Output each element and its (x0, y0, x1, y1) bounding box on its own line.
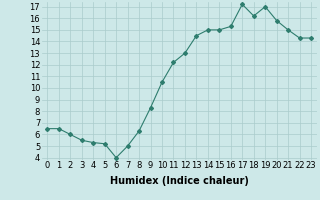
X-axis label: Humidex (Indice chaleur): Humidex (Indice chaleur) (110, 176, 249, 186)
